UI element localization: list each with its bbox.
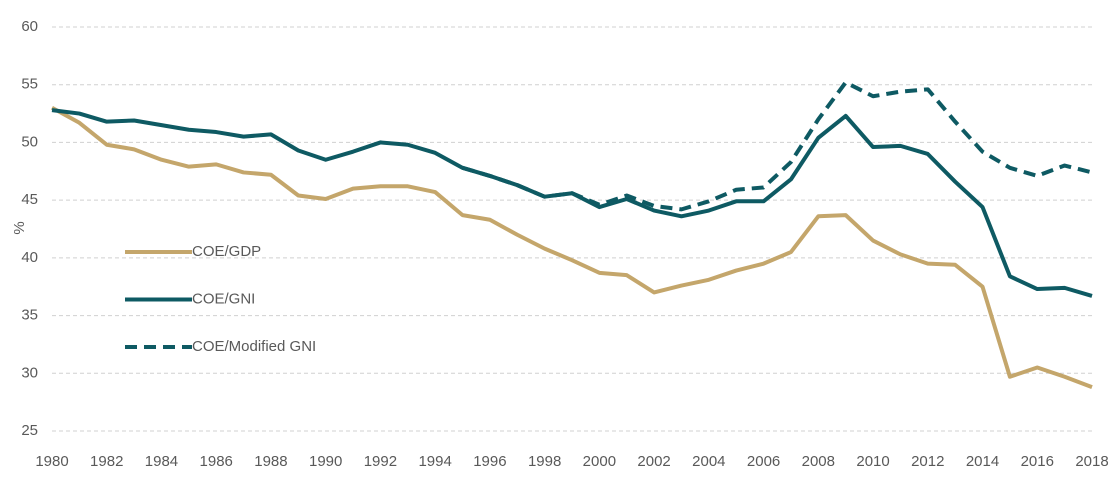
y-tick-label: 30 xyxy=(21,364,38,381)
x-tick-label: 1990 xyxy=(309,453,342,470)
x-tick-label: 1980 xyxy=(35,453,68,470)
x-tick-label: 1984 xyxy=(145,453,178,470)
y-axis-label: % xyxy=(11,221,28,234)
x-tick-label: 2006 xyxy=(747,453,780,470)
x-tick-label: 2018 xyxy=(1075,453,1108,470)
y-tick-label: 40 xyxy=(21,249,38,266)
x-tick-label: 1988 xyxy=(254,453,287,470)
x-tick-label: 1994 xyxy=(418,453,451,470)
x-tick-label: 1996 xyxy=(473,453,506,470)
x-tick-label: 2016 xyxy=(1021,453,1054,470)
x-tick-label: 1998 xyxy=(528,453,561,470)
y-tick-label: 60 xyxy=(21,18,38,35)
legend-label: COE/GNI xyxy=(192,290,255,307)
x-tick-label: 2010 xyxy=(856,453,889,470)
y-tick-label: 25 xyxy=(21,422,38,439)
series-line xyxy=(51,108,1093,298)
x-tick-label: 1986 xyxy=(200,453,233,470)
series-line xyxy=(461,80,1093,212)
legend-label: COE/GDP xyxy=(192,243,261,260)
x-tick-label: 1982 xyxy=(90,453,123,470)
x-tick-label: 2012 xyxy=(911,453,944,470)
y-tick-label: 35 xyxy=(21,307,38,324)
x-tick-label: 2008 xyxy=(802,453,835,470)
y-tick-label: 45 xyxy=(21,191,38,208)
y-tick-label: 50 xyxy=(21,133,38,150)
x-tick-label: 2004 xyxy=(692,453,725,470)
x-tick-label: 2002 xyxy=(637,453,670,470)
x-tick-label: 1992 xyxy=(364,453,397,470)
y-tick-label: 55 xyxy=(21,76,38,93)
x-tick-label: 2014 xyxy=(966,453,999,470)
x-tick-label: 2000 xyxy=(583,453,616,470)
series-line xyxy=(51,106,1093,390)
legend-label: COE/Modified GNI xyxy=(192,338,316,355)
